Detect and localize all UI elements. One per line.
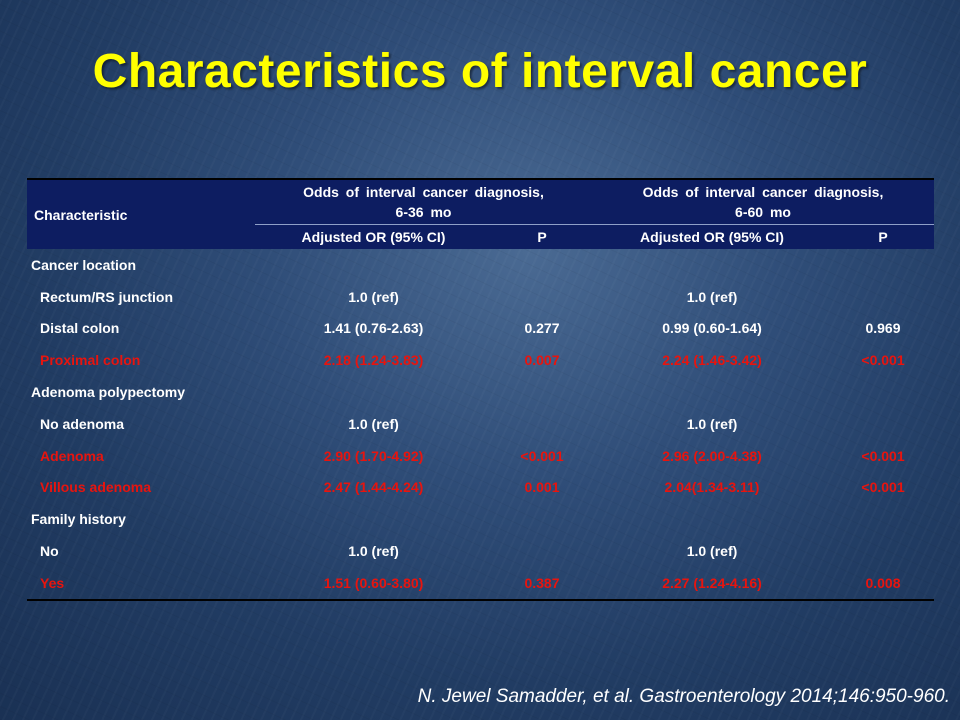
row-or-6-60: 1.0 (ref) bbox=[686, 415, 738, 432]
row-p-6-36: 0.277 bbox=[524, 320, 560, 337]
row-or-6-60: 2.96 (2.00-4.38) bbox=[662, 447, 762, 464]
row-or-6-60 bbox=[592, 249, 832, 281]
row-p-6-36 bbox=[492, 503, 592, 535]
row-p-6-36: 0.007 bbox=[524, 352, 560, 369]
row-p-6-60: 0.969 bbox=[865, 320, 901, 337]
row-label: No adenoma bbox=[40, 415, 125, 432]
header-group-6-60-line1: Odds of interval cancer diagnosis, bbox=[642, 184, 884, 200]
row-or-6-36: 1.0 (ref) bbox=[348, 415, 399, 432]
results-table: Characteristic Odds of interval cancer d… bbox=[27, 178, 934, 601]
row-or-6-36 bbox=[255, 249, 492, 281]
row-or-6-36: 1.41 (0.76-2.63) bbox=[323, 320, 424, 337]
row-label: Distal colon bbox=[40, 320, 120, 337]
slide-title: Characteristics of interval cancer bbox=[92, 45, 868, 98]
row-p-6-60: <0.001 bbox=[861, 479, 905, 496]
row-or-6-60: 2.24 (1.46-3.42) bbox=[662, 352, 762, 369]
row-p-6-60 bbox=[832, 408, 934, 440]
row-or-6-60 bbox=[592, 376, 832, 408]
row-or-6-60: 2.04(1.34-3.11) bbox=[664, 479, 760, 496]
row-label: Family history bbox=[31, 511, 126, 528]
table-row: Distal colon 1.41 (0.76-2.63) 0.277 0.99 (0… bbox=[27, 313, 934, 345]
row-p-6-60 bbox=[832, 503, 934, 535]
row-p-6-36 bbox=[492, 535, 592, 567]
table-row: Adenoma 2.90 (1.70-4.92) <0.001 2.96 (2.00-… bbox=[27, 440, 934, 472]
row-p-6-60 bbox=[832, 535, 934, 567]
table-body: Cancer location Rectum/RS junction 1.0 (re… bbox=[27, 249, 934, 601]
header-group-6-36: Odds of interval cancer diagnosis, 6-36 … bbox=[255, 179, 592, 225]
table-section-row: Adenoma polypectomy bbox=[27, 376, 934, 408]
header-group-6-60: Odds of interval cancer diagnosis, 6-60 … bbox=[592, 179, 934, 225]
row-or-6-60: 1.0 (ref) bbox=[686, 288, 738, 305]
row-p-6-60 bbox=[832, 376, 934, 408]
row-p-6-36 bbox=[492, 281, 592, 313]
row-or-6-36: 2.90 (1.70-4.92) bbox=[323, 447, 424, 464]
row-or-6-36: 2.18 (1.24-3.83) bbox=[323, 352, 424, 369]
row-label: Yes bbox=[27, 566, 255, 601]
table-row: Rectum/RS junction 1.0 (ref) 1.0 (ref) bbox=[27, 281, 934, 313]
header-p-1: P bbox=[492, 224, 592, 249]
table-row: No adenoma 1.0 (ref) 1.0 (ref) bbox=[27, 408, 934, 440]
table-row: Yes 1.51 (0.60-3.80) 0.387 2.27 (1.24-4.16)… bbox=[27, 566, 934, 601]
row-p-6-36 bbox=[492, 408, 592, 440]
row-or-6-36: 1.0 (ref) bbox=[348, 288, 399, 305]
table-row: Proximal colon 2.18 (1.24-3.83) 0.007 2.24 … bbox=[27, 344, 934, 376]
row-or-6-36: 2.47 (1.44-4.24) bbox=[323, 479, 424, 496]
header-group-6-60-line2: 6-60 mo bbox=[735, 204, 791, 220]
row-p-6-36: 0.387 bbox=[492, 566, 592, 601]
row-p-6-60 bbox=[832, 249, 934, 281]
row-or-6-60: 1.0 (ref) bbox=[686, 543, 738, 560]
row-label: Adenoma bbox=[40, 447, 104, 464]
table-row: Villous adenoma 2.47 (1.44-4.24) 0.001 2.04… bbox=[27, 472, 934, 504]
row-p-6-60: 0.008 bbox=[832, 566, 934, 601]
header-group-6-36-line2: 6-36 mo bbox=[395, 204, 452, 220]
row-or-6-36: 1.51 (0.60-3.80) bbox=[255, 566, 492, 601]
header-group-6-36-line1: Odds of interval cancer diagnosis, bbox=[303, 184, 544, 200]
row-label: Rectum/RS junction bbox=[40, 288, 174, 305]
row-p-6-36: 0.001 bbox=[524, 479, 560, 496]
row-p-6-36 bbox=[492, 249, 592, 281]
row-p-6-36 bbox=[492, 376, 592, 408]
row-label: Adenoma polypectomy bbox=[31, 384, 186, 401]
row-or-6-36 bbox=[255, 376, 492, 408]
row-or-6-36 bbox=[255, 503, 492, 535]
row-or-6-60: 2.27 (1.24-4.16) bbox=[592, 566, 832, 601]
table-section-row: Family history bbox=[27, 503, 934, 535]
row-label: Cancer location bbox=[31, 256, 137, 273]
row-p-6-60: <0.001 bbox=[861, 352, 905, 369]
row-p-6-60 bbox=[832, 281, 934, 313]
row-label: Proximal colon bbox=[40, 352, 141, 369]
header-characteristic: Characteristic bbox=[27, 179, 255, 249]
row-or-6-36: 1.0 (ref) bbox=[348, 543, 399, 560]
header-adjusted-or-1: Adjusted OR (95% CI) bbox=[255, 224, 492, 249]
table-header: Characteristic Odds of interval cancer d… bbox=[27, 179, 934, 249]
header-p-2: P bbox=[832, 224, 934, 249]
row-label: Villous adenoma bbox=[40, 479, 151, 496]
row-or-6-60: 0.99 (0.60-1.64) bbox=[662, 320, 762, 337]
row-or-6-60 bbox=[592, 503, 832, 535]
row-p-6-36: <0.001 bbox=[520, 447, 564, 464]
row-p-6-60: <0.001 bbox=[861, 447, 905, 464]
row-label: No bbox=[40, 543, 59, 560]
citation: N. Jewel Samadder, et al. Gastroenterolo… bbox=[417, 686, 950, 707]
header-adjusted-or-2: Adjusted OR (95% CI) bbox=[592, 224, 832, 249]
table-row: No 1.0 (ref) 1.0 (ref) bbox=[27, 535, 934, 567]
table-section-row: Cancer location bbox=[27, 249, 934, 281]
